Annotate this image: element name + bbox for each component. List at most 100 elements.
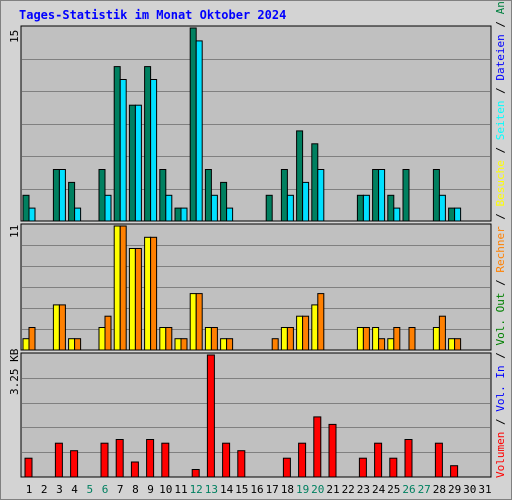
x-tick-label: 27 xyxy=(418,483,431,496)
bar-anfragen-day-8 xyxy=(128,104,136,222)
bar-volumen-day-18 xyxy=(282,457,291,478)
x-tick-label: 12 xyxy=(190,483,203,496)
bar-dateien-day-19 xyxy=(302,181,310,222)
bar-dateien-day-11 xyxy=(180,207,188,222)
bar-rechner-day-18 xyxy=(286,327,294,351)
x-tick-label: 20 xyxy=(311,483,324,496)
x-tick-label: 10 xyxy=(159,483,172,496)
bar-rechner-day-25 xyxy=(393,327,401,351)
bar-rechner-day-26 xyxy=(408,327,416,351)
bar-volumen-day-9 xyxy=(146,439,155,478)
x-tick-label: 21 xyxy=(326,483,339,496)
x-tick-label: 3 xyxy=(56,483,63,496)
bar-besuche-day-10 xyxy=(159,327,167,351)
bar-rechner-day-14 xyxy=(226,338,234,351)
x-tick-label: 6 xyxy=(102,483,109,496)
bar-rechner-day-29 xyxy=(454,338,462,351)
bar-rechner-day-7 xyxy=(119,225,127,351)
bar-dateien-day-12 xyxy=(195,40,203,222)
bar-rechner-day-6 xyxy=(104,315,112,351)
bar-anfragen-day-28 xyxy=(432,169,440,222)
bar-dateien-day-1 xyxy=(28,207,36,222)
bar-anfragen-day-12 xyxy=(189,27,197,222)
bar-volumen-day-14 xyxy=(222,442,231,478)
bar-rechner-day-13 xyxy=(210,327,218,351)
bar-anfragen-day-6 xyxy=(98,169,106,222)
bar-anfragen-day-24 xyxy=(372,169,380,222)
bar-dateien-day-6 xyxy=(104,194,112,222)
bar-besuche-day-13 xyxy=(204,327,212,351)
bar-volumen-day-20 xyxy=(313,416,322,478)
bar-volumen-day-7 xyxy=(115,439,124,478)
bar-anfragen-day-20 xyxy=(311,143,319,222)
bar-rechner-day-12 xyxy=(195,293,203,351)
bar-volumen-day-28 xyxy=(434,442,443,478)
bar-rechner-day-20 xyxy=(317,293,325,351)
bar-rechner-day-1 xyxy=(28,327,36,351)
x-tick-label: 24 xyxy=(372,483,386,496)
bar-volumen-day-10 xyxy=(161,442,170,478)
bar-besuche-day-24 xyxy=(372,327,380,351)
bar-anfragen-day-10 xyxy=(159,169,167,222)
bar-dateien-day-24 xyxy=(378,169,386,222)
bar-anfragen-day-4 xyxy=(68,181,76,222)
x-tick-label: 11 xyxy=(174,483,187,496)
x-tick-label: 23 xyxy=(357,483,370,496)
bar-anfragen-day-19 xyxy=(296,130,304,222)
bar-volumen-day-3 xyxy=(54,442,63,478)
bar-volumen-day-21 xyxy=(328,423,337,478)
bar-besuche-day-6 xyxy=(98,327,106,351)
bar-besuche-day-19 xyxy=(296,315,304,351)
page-title: Tages-Statistik im Monat Oktober 2024 xyxy=(19,8,287,22)
bar-anfragen-day-29 xyxy=(448,207,456,222)
bar-besuche-day-4 xyxy=(68,338,76,351)
bar-dateien-day-9 xyxy=(150,79,158,222)
bar-anfragen-day-3 xyxy=(52,169,60,222)
bar-besuche-day-14 xyxy=(220,338,228,351)
bar-anfragen-day-11 xyxy=(174,207,182,222)
bar-rechner-day-17 xyxy=(271,338,279,351)
bar-rechner-day-19 xyxy=(302,315,310,351)
bar-dateien-day-23 xyxy=(362,194,370,222)
bar-besuche-day-18 xyxy=(280,327,288,351)
bar-anfragen-day-18 xyxy=(280,169,288,222)
bar-volumen-day-6 xyxy=(100,442,109,478)
bar-besuche-day-25 xyxy=(387,338,395,351)
x-tick-label: 31 xyxy=(478,483,491,496)
bar-volumen-day-26 xyxy=(404,439,413,478)
bar-dateien-day-18 xyxy=(286,194,294,222)
bar-dateien-day-20 xyxy=(317,169,325,222)
bar-rechner-day-8 xyxy=(134,248,142,351)
bar-volumen-day-23 xyxy=(358,457,367,478)
bar-rechner-day-4 xyxy=(74,338,82,351)
bar-anfragen-day-1 xyxy=(22,194,30,222)
bar-volumen-day-8 xyxy=(130,461,139,478)
x-tick-label: 18 xyxy=(281,483,294,496)
x-tick-label: 13 xyxy=(205,483,218,496)
bar-anfragen-day-25 xyxy=(387,194,395,222)
x-tick-label: 16 xyxy=(250,483,263,496)
x-tick-label: 2 xyxy=(41,483,48,496)
bar-dateien-day-13 xyxy=(210,194,218,222)
bar-anfragen-day-7 xyxy=(113,66,121,222)
x-tick-label: 5 xyxy=(86,483,93,496)
bar-dateien-day-28 xyxy=(438,194,446,222)
panel-2-background xyxy=(20,352,492,478)
bar-besuche-day-23 xyxy=(356,327,364,351)
x-tick-label: 28 xyxy=(433,483,446,496)
x-tick-label: 8 xyxy=(132,483,139,496)
bar-dateien-day-14 xyxy=(226,207,234,222)
bar-volumen-day-29 xyxy=(450,465,459,478)
bar-besuche-day-12 xyxy=(189,293,197,351)
bar-dateien-day-7 xyxy=(119,79,127,222)
bar-rechner-day-10 xyxy=(165,327,173,351)
bar-rechner-day-9 xyxy=(150,236,158,351)
bar-volumen-day-19 xyxy=(298,442,307,478)
bar-volumen-day-13 xyxy=(206,354,215,478)
x-tick-label: 15 xyxy=(235,483,248,496)
bar-anfragen-day-17 xyxy=(265,194,273,222)
x-tick-label: 7 xyxy=(117,483,124,496)
bar-anfragen-day-14 xyxy=(220,181,228,222)
bar-besuche-day-3 xyxy=(52,304,60,351)
bar-besuche-day-9 xyxy=(144,236,152,351)
